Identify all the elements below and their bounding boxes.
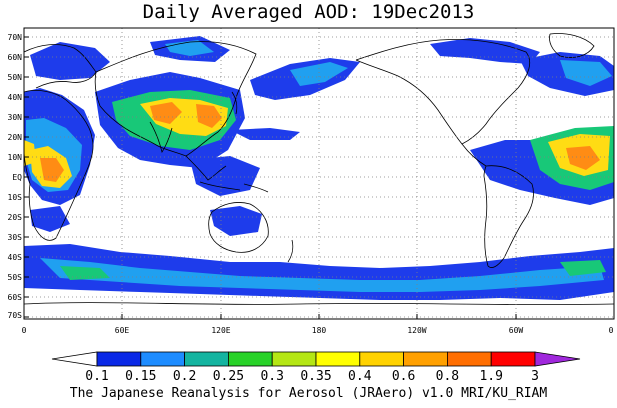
footer-credit: The Japanese Reanalysis for Aerosol (JRA… xyxy=(69,386,548,401)
lon-label: 0 xyxy=(22,326,27,335)
coast-samerica xyxy=(483,165,534,268)
lat-label: 30S xyxy=(8,233,23,242)
colorbar-arrow-low xyxy=(51,351,98,367)
coast-asia xyxy=(94,41,257,157)
coast-india xyxy=(149,121,173,153)
colorbar-tick-label: 0.15 xyxy=(125,369,156,384)
coast-indonesia xyxy=(199,181,269,193)
aod-region-tatlantic-peak xyxy=(566,146,600,170)
tick-marks xyxy=(23,36,615,319)
aod-region-south-atlantic xyxy=(30,206,70,232)
colorbar-tick-label: 0.8 xyxy=(436,369,459,384)
aod-region-europe xyxy=(30,42,110,80)
colorbar-tick-label: 3 xyxy=(531,369,539,384)
coast-seasia xyxy=(185,155,227,181)
aod-region-china-peak xyxy=(196,104,222,128)
lon-labels: 0 60E 120E 180 120W 60W 0 xyxy=(22,326,614,335)
colorbar-segment xyxy=(96,351,142,367)
lat-label: 60N xyxy=(8,53,23,62)
coast-africa xyxy=(24,90,94,241)
lat-label: 60S xyxy=(8,293,23,302)
aod-region-australia xyxy=(210,206,262,236)
lon-label: 60W xyxy=(509,326,524,335)
aod-region-natlantic-core xyxy=(560,60,612,86)
coast-namerica xyxy=(355,39,531,145)
colorbar-tick-label: 0.25 xyxy=(213,369,244,384)
aod-region-southern-ocean-peak xyxy=(60,266,110,280)
colorbar-segment xyxy=(359,351,404,367)
aod-region-namerica xyxy=(430,38,540,64)
lon-label: 120E xyxy=(211,326,230,335)
coast-greenland xyxy=(549,33,595,58)
aod-region-africa-west xyxy=(24,140,36,166)
aod-region-asia-peak xyxy=(150,102,182,124)
lat-label: 20N xyxy=(8,133,23,142)
colorbar-tick-label: 0.4 xyxy=(348,369,372,384)
colorbar-segment xyxy=(446,351,492,367)
lat-label: 50N xyxy=(8,73,23,82)
lat-label: 70N xyxy=(8,33,23,42)
aod-region-indonesia xyxy=(190,156,260,196)
lat-labels: 70N 60N 50N 40N 30N 20N 10N EQ 10S 20S 3… xyxy=(8,33,23,320)
coast-antarctica xyxy=(24,302,614,305)
aod-region-npacific-core xyxy=(290,62,348,86)
colorbar-tick-label: 0.6 xyxy=(392,369,415,384)
aod-region-pacific-strip xyxy=(230,128,300,140)
coast-australia xyxy=(208,202,269,253)
lat-label: 10S xyxy=(8,193,23,202)
coast-newzealand xyxy=(287,239,294,263)
colorbar-segment xyxy=(403,351,448,367)
colorbar-tick-labels: 0.1 0.15 0.2 0.25 0.3 0.35 0.4 0.6 0.8 1.9 3 xyxy=(85,369,539,384)
colorbar-tick-label: 1.9 xyxy=(479,369,502,384)
map-title: Daily Averaged AOD: 19Dec2013 xyxy=(142,1,475,23)
lat-label: EQ xyxy=(12,173,22,182)
lat-label: 40S xyxy=(8,253,23,262)
colorbar-segment xyxy=(271,351,317,367)
colorbar-arrow-high xyxy=(534,351,581,367)
lat-label: 50S xyxy=(8,273,23,282)
lat-label: 10N xyxy=(8,153,23,162)
lon-label: 180 xyxy=(312,326,327,335)
aod-region-africa-peak2 xyxy=(40,158,64,182)
colorbar-segment xyxy=(490,351,536,367)
lat-label: 40N xyxy=(8,93,23,102)
lon-label: 120W xyxy=(407,326,426,335)
colorbar-tick-label: 0.35 xyxy=(300,369,331,384)
colorbar-segment xyxy=(184,351,229,367)
colorbar-tick-label: 0.1 xyxy=(85,369,108,384)
coastlines xyxy=(24,33,614,305)
colorbar-tick-label: 0.3 xyxy=(260,369,283,384)
lat-label: 70S xyxy=(8,311,23,320)
colorbar-segment xyxy=(227,351,273,367)
lat-label: 20S xyxy=(8,213,23,222)
lon-label: 0 xyxy=(609,326,614,335)
colorbar-tick-label: 0.2 xyxy=(173,369,196,384)
colorbar: 0.1 0.15 0.2 0.25 0.3 0.35 0.4 0.6 0.8 1.9 3 xyxy=(51,351,581,384)
colorbar-segment xyxy=(315,351,361,367)
coast-japan xyxy=(231,91,238,115)
colorbar-segments xyxy=(51,351,581,367)
aod-region-southern-ocean-core xyxy=(40,258,604,292)
colorbar-segment xyxy=(140,351,186,367)
lon-label: 60E xyxy=(115,326,130,335)
graticule xyxy=(24,28,614,319)
coast-camerica xyxy=(461,143,487,167)
aod-region-southern-ocean-peak2 xyxy=(560,260,606,276)
lat-label: 30N xyxy=(8,113,23,122)
